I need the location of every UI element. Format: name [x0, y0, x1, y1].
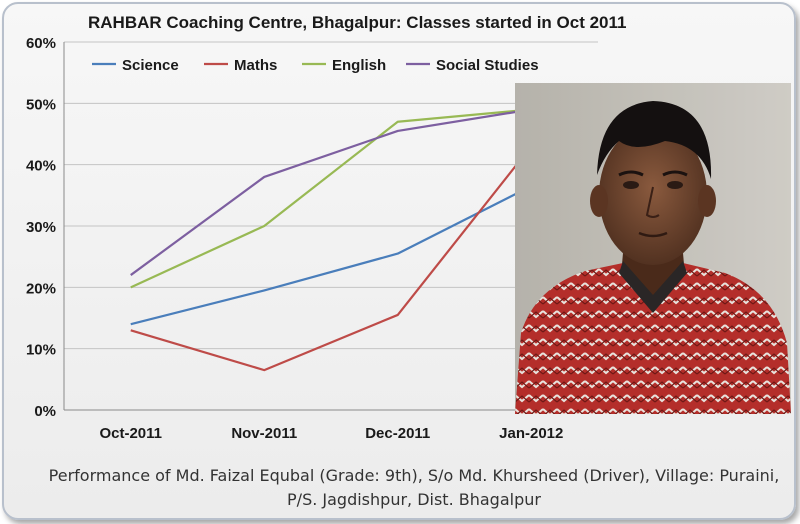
y-tick-label: 30% [26, 219, 56, 236]
series-line-science [130, 185, 532, 326]
series-line-english [130, 108, 532, 289]
legend-label: Maths [234, 57, 277, 74]
series-line-maths [130, 145, 533, 372]
y-tick-label: 10% [26, 342, 56, 359]
y-tick-label: 20% [26, 280, 56, 297]
legend-label: English [332, 57, 386, 74]
caption: Performance of Md. Faizal Equbal (Grade:… [48, 466, 780, 509]
x-tick-label: Dec-2011 [365, 425, 430, 442]
performance-line-chart: 0% 10% 20% 30% 40% 50% 60% Oct-2011 Nov-2011 Dec-… [26, 13, 627, 442]
y-tick-label: 0% [34, 403, 56, 420]
y-tick-label: 50% [26, 96, 56, 113]
x-tick-label: Nov-2011 [231, 425, 297, 442]
x-tick-label: Oct-2011 [99, 425, 162, 442]
y-tick-label: 60% [26, 35, 56, 52]
chart-title: RAHBAR Coaching Centre, Bhagalpur: Class… [88, 13, 626, 32]
y-tick-label: 40% [26, 158, 56, 175]
x-tick-label: Jan-2012 [499, 425, 563, 442]
legend-label: Social Studies [436, 57, 539, 74]
legend-label: Science [122, 57, 179, 74]
student-photo [515, 83, 791, 414]
series-line-social-studies [130, 108, 532, 276]
